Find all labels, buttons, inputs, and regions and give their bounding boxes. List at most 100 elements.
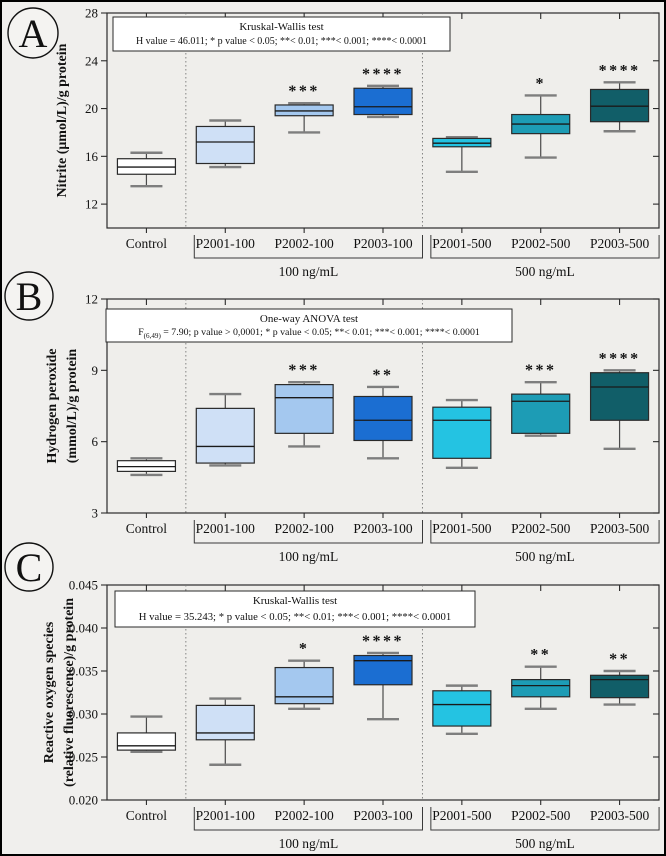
y-axis-label: (relative fluorescence)/g protein bbox=[62, 598, 77, 787]
stat-test-name: One-way ANOVA test bbox=[260, 313, 358, 325]
category-label: P2001-500 bbox=[432, 521, 492, 536]
significance-stars: ** bbox=[530, 647, 551, 664]
boxplot-P2001-100 bbox=[195, 392, 255, 467]
boxplot-P2003-500: **** bbox=[589, 350, 650, 450]
stat-test-name: Kruskal-Wallis test bbox=[253, 595, 337, 607]
boxplot-P2003-100: **** bbox=[353, 66, 413, 119]
category-label: Control bbox=[126, 521, 168, 536]
stat-test-values: F(6,49) = 7.90; p value > 0,0001; * p va… bbox=[138, 327, 480, 340]
y-axis-label: (mmol/L)/g protein bbox=[65, 349, 80, 464]
category-label: Control bbox=[126, 236, 168, 251]
box bbox=[589, 372, 650, 421]
group-dose-label: 500 ng/mL bbox=[515, 549, 575, 564]
y-tick-label: 28 bbox=[85, 6, 98, 21]
box bbox=[432, 690, 492, 727]
y-tick-label: 0.025 bbox=[69, 750, 98, 765]
significance-stars: **** bbox=[599, 350, 641, 367]
significance-stars: *** bbox=[525, 362, 557, 379]
category-label: P2002-100 bbox=[275, 808, 335, 823]
panel-C: 0.020 0.025 0.030 0.035 0.040 0.045 Control P20… bbox=[4, 542, 660, 851]
y-tick-label: 0.045 bbox=[69, 578, 98, 593]
boxplot-Control bbox=[116, 151, 177, 188]
significance-stars: *** bbox=[288, 362, 320, 379]
group-dose-label: 500 ng/mL bbox=[515, 836, 575, 851]
box bbox=[511, 393, 571, 434]
significance-stars: **** bbox=[362, 66, 404, 83]
significance-stars: ** bbox=[373, 367, 394, 384]
boxplot-P2003-100: **** bbox=[353, 633, 413, 721]
y-tick-label: 3 bbox=[92, 506, 99, 521]
panel-B: 3 6 9 12 Control P2001-100 P2002-100 P2003-100 P… bbox=[4, 271, 660, 564]
box bbox=[195, 125, 255, 165]
category-label: P2002-500 bbox=[511, 521, 571, 536]
boxplot-P2003-500: **** bbox=[589, 62, 650, 133]
group-dose-label: 500 ng/mL bbox=[515, 264, 575, 279]
y-tick-label: 0.035 bbox=[69, 664, 98, 679]
significance-stars: **** bbox=[362, 633, 404, 650]
category-label: P2001-500 bbox=[432, 808, 492, 823]
y-tick-label: 0.040 bbox=[69, 621, 98, 636]
group-dose-label: 100 ng/mL bbox=[279, 264, 339, 279]
box bbox=[511, 678, 571, 698]
panel-letter: C bbox=[16, 545, 43, 590]
category-label: P2001-100 bbox=[196, 808, 256, 823]
box bbox=[274, 384, 334, 434]
panel-letter: A bbox=[19, 11, 48, 56]
box bbox=[589, 674, 650, 699]
category-label: Control bbox=[126, 808, 168, 823]
y-axis-label: Hydrogen peroxide bbox=[45, 349, 60, 464]
y-axis-label: Nitrite (μmol/L)/g protein bbox=[55, 43, 70, 197]
y-tick-label: 16 bbox=[85, 149, 99, 164]
y-tick-label: 12 bbox=[85, 197, 98, 212]
y-tick-label: 24 bbox=[85, 53, 99, 68]
y-tick-label: 6 bbox=[92, 434, 99, 449]
y-tick-label: 0.030 bbox=[69, 707, 98, 722]
group-bracket bbox=[430, 807, 660, 831]
category-label: P2003-500 bbox=[590, 521, 650, 536]
panel-letter-circle bbox=[4, 542, 54, 592]
box bbox=[274, 666, 334, 705]
category-label: P2002-100 bbox=[275, 521, 335, 536]
group-bracket bbox=[430, 520, 660, 544]
category-label: P2002-500 bbox=[511, 236, 571, 251]
boxplot-P2001-100 bbox=[195, 697, 255, 766]
category-label: P2003-100 bbox=[353, 808, 413, 823]
panel-A: 12 16 20 24 28 Control P2001-100 P2002-100 P2003… bbox=[7, 6, 660, 279]
box bbox=[353, 654, 413, 686]
stat-test-values: H value = 46.011; * p value < 0.05; **< … bbox=[136, 36, 427, 47]
category-label: P2001-100 bbox=[196, 521, 256, 536]
box bbox=[432, 406, 492, 459]
category-label: P2003-100 bbox=[353, 521, 413, 536]
group-bracket bbox=[430, 235, 660, 259]
box bbox=[195, 407, 255, 464]
y-tick-label: 9 bbox=[92, 363, 99, 378]
significance-stars: ** bbox=[609, 651, 630, 668]
group-bracket bbox=[193, 807, 423, 831]
stat-annotation-box bbox=[105, 308, 513, 343]
panel-letter-circle bbox=[4, 271, 54, 321]
panel-letter-circle bbox=[7, 7, 59, 59]
stat-test-values: H value = 35.243; * p value < 0.05; **< … bbox=[139, 611, 451, 623]
stat-test-name: Kruskal-Wallis test bbox=[239, 21, 323, 33]
category-label: P2003-100 bbox=[353, 236, 413, 251]
category-label: P2001-100 bbox=[196, 236, 256, 251]
stat-annotation-box bbox=[112, 16, 451, 52]
boxplot-Control bbox=[116, 715, 177, 754]
category-label: P2003-500 bbox=[590, 808, 650, 823]
box bbox=[116, 732, 177, 751]
group-bracket bbox=[193, 235, 423, 259]
box bbox=[353, 87, 413, 116]
boxplot-P2003-500: ** bbox=[589, 651, 650, 706]
y-tick-label: 0.020 bbox=[69, 793, 98, 808]
boxplot-P2002-500: ** bbox=[511, 647, 571, 711]
y-tick-label: 20 bbox=[85, 101, 98, 116]
boxplot-Control bbox=[116, 457, 177, 477]
boxplot-P2001-100 bbox=[195, 119, 255, 169]
group-bracket bbox=[193, 520, 423, 544]
boxplot-P2002-500: *** bbox=[511, 362, 571, 437]
significance-stars: * bbox=[299, 641, 310, 658]
boxplot-P2002-100: *** bbox=[274, 83, 334, 134]
significance-stars: *** bbox=[288, 83, 320, 100]
boxplot-P2001-500 bbox=[432, 136, 492, 174]
